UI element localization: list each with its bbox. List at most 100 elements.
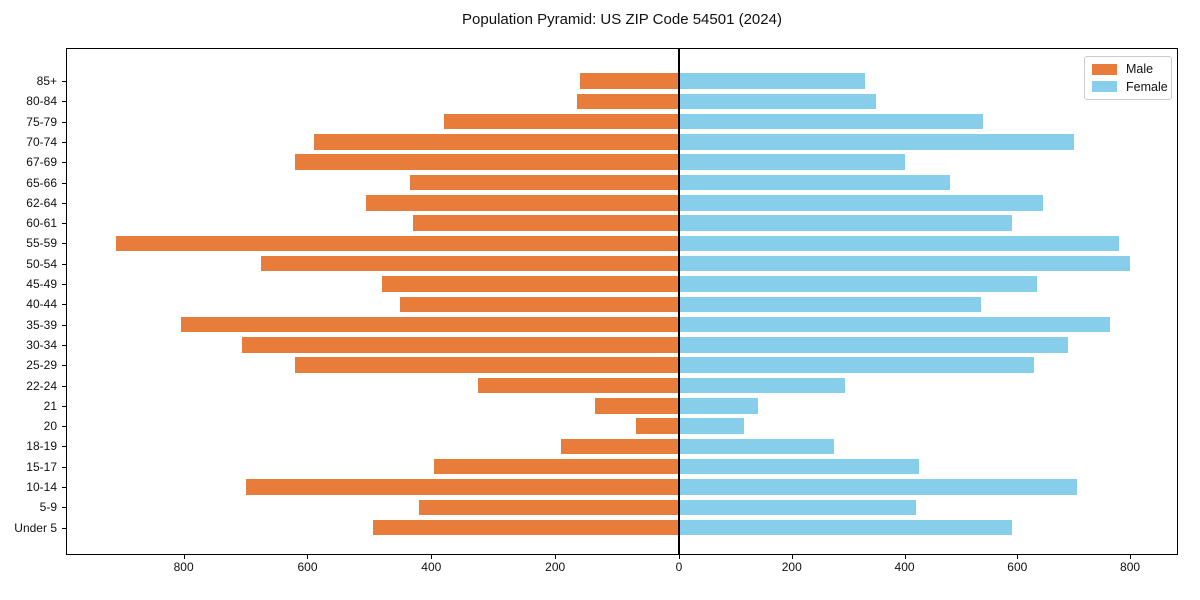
x-axis-tick-label: 200 xyxy=(781,560,802,574)
y-axis-label: 20 xyxy=(43,419,57,434)
y-axis-label: 67-69 xyxy=(26,155,57,170)
male-bar xyxy=(635,418,679,434)
x-axis-tick-label: 400 xyxy=(421,560,442,574)
y-axis-tick xyxy=(62,446,66,448)
female-bar xyxy=(679,235,1119,252)
chart-title: Population Pyramid: US ZIP Code 54501 (2… xyxy=(462,11,782,28)
male-bar xyxy=(434,458,679,475)
y-axis-label: 70-74 xyxy=(26,134,57,149)
male-bar xyxy=(245,479,679,495)
female-bar xyxy=(679,134,1074,150)
male-bar xyxy=(115,235,679,252)
x-axis-tick xyxy=(791,555,793,559)
x-axis-tick xyxy=(431,555,433,559)
female-bar xyxy=(679,255,1131,272)
legend-male-swatch xyxy=(1092,63,1117,75)
female-bar xyxy=(679,377,846,394)
y-axis-tick xyxy=(62,385,66,387)
legend-female-label: Female xyxy=(1126,79,1168,94)
female-bar xyxy=(679,479,1077,495)
male-bar xyxy=(381,276,679,292)
zero-axis-line xyxy=(678,48,680,555)
y-axis-label: 35-39 xyxy=(26,317,57,332)
y-axis-tick xyxy=(62,304,66,306)
x-axis-tick-label: 800 xyxy=(1120,560,1141,574)
y-axis-label: 65-66 xyxy=(26,175,57,190)
y-axis-tick xyxy=(62,507,66,509)
male-bar xyxy=(180,316,679,333)
male-bar xyxy=(242,337,679,353)
female-bar xyxy=(679,113,984,130)
y-axis-tick xyxy=(62,121,66,123)
y-axis-tick xyxy=(62,487,66,488)
y-axis-label: 18-19 xyxy=(26,439,57,454)
x-axis-tick xyxy=(183,555,185,559)
y-axis-label: 30-34 xyxy=(26,337,57,352)
y-axis-tick xyxy=(62,405,66,407)
x-axis-tick xyxy=(1130,555,1132,559)
female-bar xyxy=(679,398,758,414)
y-axis-tick xyxy=(62,182,66,184)
female-bar xyxy=(679,357,1035,373)
male-bar xyxy=(412,215,679,231)
male-bar xyxy=(576,93,679,110)
legend-item-male: Male xyxy=(1085,62,1171,76)
y-axis-tick xyxy=(62,202,66,204)
legend-male-label: Male xyxy=(1126,62,1154,77)
y-axis-tick xyxy=(62,527,66,529)
x-axis-tick-label: 200 xyxy=(545,560,566,574)
x-axis-tick xyxy=(679,555,680,559)
y-axis-label: 5-9 xyxy=(39,500,57,515)
male-bar xyxy=(443,113,679,130)
x-axis-tick-label: 800 xyxy=(173,560,194,574)
male-bar xyxy=(579,73,679,89)
male-bar xyxy=(561,438,679,455)
male-bar xyxy=(477,377,679,394)
y-axis-label: 10-14 xyxy=(26,480,57,494)
y-axis-tick xyxy=(62,263,66,265)
x-axis-tick xyxy=(1017,555,1019,559)
x-axis-tick xyxy=(555,555,557,559)
y-axis-label: 55-59 xyxy=(26,236,57,251)
legend-item-female: Female xyxy=(1085,80,1171,94)
y-axis-tick xyxy=(62,223,66,225)
y-axis-label: 60-61 xyxy=(26,216,57,231)
female-bar xyxy=(679,499,916,516)
y-axis-tick xyxy=(62,162,66,164)
y-axis-tick xyxy=(62,101,66,103)
y-axis-label: 25-29 xyxy=(26,358,57,373)
y-axis-tick xyxy=(62,141,66,143)
male-bar xyxy=(295,154,679,170)
y-axis-tick xyxy=(62,344,66,346)
y-axis-label: 15-17 xyxy=(26,459,57,474)
y-axis-label: 21 xyxy=(43,398,57,413)
y-axis-label: 80-84 xyxy=(26,94,57,109)
male-bar xyxy=(400,296,679,313)
legend: Male Female xyxy=(1084,56,1172,100)
x-axis-tick xyxy=(904,555,906,559)
female-bar xyxy=(679,195,1043,211)
x-axis-tick xyxy=(307,555,309,559)
female-bar xyxy=(679,154,905,170)
y-axis-tick xyxy=(62,365,66,367)
female-bar xyxy=(679,215,1012,231)
y-axis-label: 75-79 xyxy=(26,114,57,129)
female-bar xyxy=(679,519,1012,536)
female-bar xyxy=(679,418,744,434)
y-axis-tick xyxy=(62,243,66,245)
male-bar xyxy=(366,195,679,211)
female-bar xyxy=(679,73,866,89)
x-axis-tick-label: 600 xyxy=(297,560,318,574)
y-axis-tick xyxy=(62,81,66,82)
y-axis-tick xyxy=(62,426,66,428)
male-bar xyxy=(261,255,679,272)
female-bar xyxy=(679,316,1111,333)
male-bar xyxy=(295,357,679,373)
y-axis-label: 45-49 xyxy=(26,277,57,291)
y-axis-label: 85+ xyxy=(36,74,57,88)
female-bar xyxy=(679,174,950,191)
female-bar xyxy=(679,337,1069,353)
female-bar xyxy=(679,438,835,455)
male-bar xyxy=(595,398,679,414)
